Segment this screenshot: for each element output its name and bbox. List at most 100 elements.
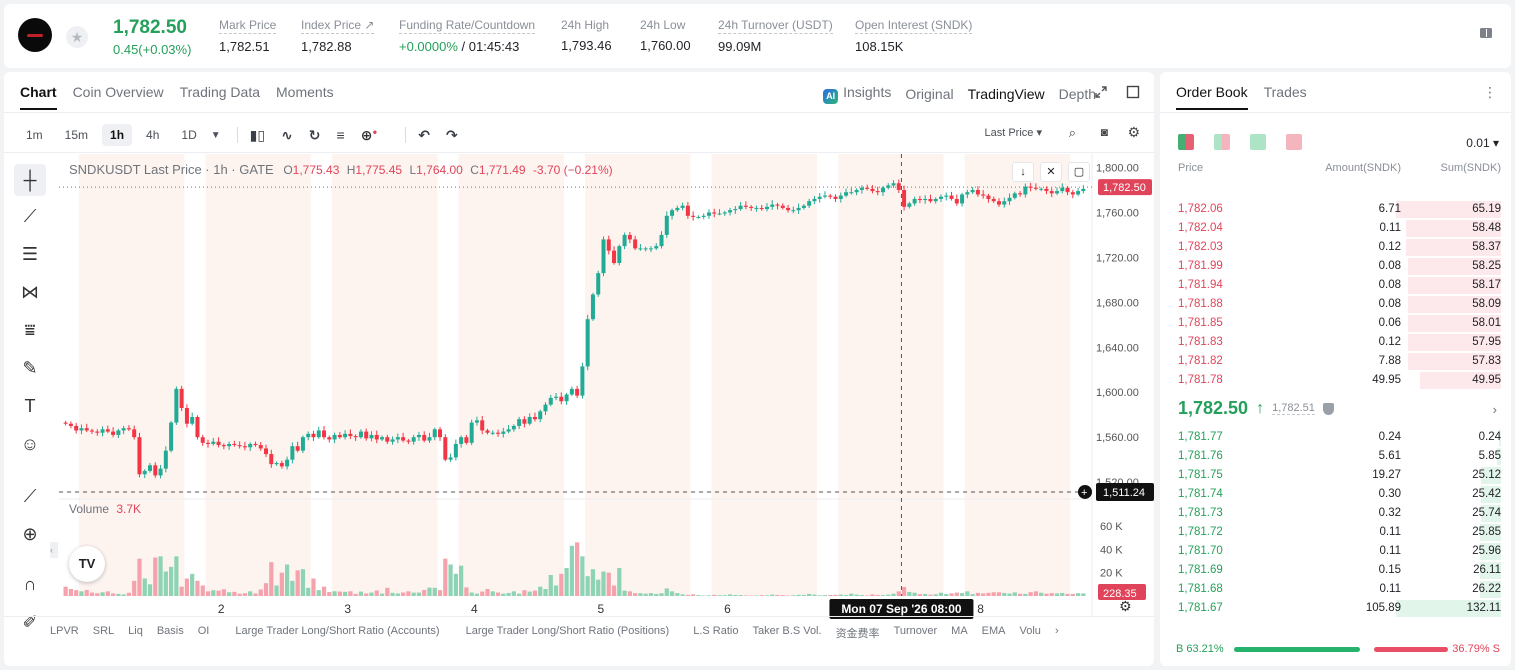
trend-line-icon[interactable]: ⟋ [23,205,37,226]
tab-tradingview[interactable]: TradingView [967,86,1045,102]
ask-row[interactable]: 1,781.78 49.95 49.95 [1160,371,1511,390]
bid-row[interactable]: 1,781.73 0.32 25.74 [1160,504,1511,523]
favorite-star-icon[interactable]: ★ [66,26,88,48]
horizontal-lines-icon[interactable]: ☰ [21,243,39,264]
tab-moments[interactable]: Moments [276,84,334,100]
price-type-select[interactable]: Last Price ▾ [984,127,1043,139]
interval-dropdown-icon[interactable]: ▼ [210,129,221,141]
interval-1d[interactable]: 1D [181,128,197,142]
ask-row[interactable]: 1,782.06 6.71 65.19 [1160,200,1511,219]
arrow-down-icon[interactable]: ↓ [1012,162,1034,182]
bid-row[interactable]: 1,781.68 0.11 26.22 [1160,580,1511,599]
view-bids-asks-icon[interactable] [1214,134,1230,150]
link-taker-bs-vol[interactable]: Taker B.S Vol. [752,625,822,637]
tab-depth[interactable]: Depth [1058,86,1096,102]
volume-bar [991,592,996,596]
undo-icon[interactable]: ↶ [418,126,431,143]
collapse-icon[interactable]: ✕ [1040,162,1062,182]
stat-index-price[interactable]: Index Price ↗ 1,782.88 [301,18,375,54]
view-both-icon[interactable] [1178,134,1194,150]
reset-icon[interactable]: ↻ [308,126,321,143]
tradingview-logo[interactable]: TV [69,546,105,582]
template-icon[interactable]: ≡ [336,127,345,143]
link-liq[interactable]: Liq [128,625,143,637]
more-options-icon[interactable]: ⋮ [1483,84,1497,100]
candlestick-chart[interactable]: 1,800.00 1,760.00 1,720.00 1,680.00 1,640.00… [59,154,1154,626]
redo-icon[interactable]: ↷ [446,126,458,143]
bid-row[interactable]: 1,781.76 5.61 5.85 [1160,447,1511,466]
axis-settings-icon[interactable]: ⚙ [1119,598,1132,614]
interval-15m[interactable]: 15m [64,128,89,142]
tab-insights[interactable]: AI Insights [823,84,891,104]
interval-1m[interactable]: 1m [26,128,43,142]
brush-icon[interactable]: ✎ [22,357,38,378]
bid-price: 1,781.77 [1178,431,1223,443]
tab-coin-overview[interactable]: Coin Overview [72,84,164,100]
link-basis[interactable]: Basis [156,625,184,637]
fib-icon[interactable]: ⩸ [24,319,36,340]
view-bids-icon[interactable] [1250,134,1266,150]
ask-row[interactable]: 1,782.03 0.12 58.37 [1160,238,1511,257]
tab-original[interactable]: Original [905,86,954,102]
candle-body [1076,191,1081,195]
volume-bar [1012,592,1017,596]
indicator-icon[interactable]: ∿ [281,126,293,143]
bid-row[interactable]: 1,781.72 0.11 25.85 [1160,523,1511,542]
ask-row[interactable]: 1,781.82 7.88 57.83 [1160,352,1511,371]
scroll-right-icon[interactable]: › [1054,625,1059,637]
tab-trades[interactable]: Trades [1263,84,1307,100]
book-icon[interactable] [1479,26,1497,44]
interval-4h[interactable]: 4h [146,128,160,142]
candle-body [179,388,184,408]
ask-row[interactable]: 1,782.04 0.11 58.48 [1160,219,1511,238]
link-large-trader-positions[interactable]: Large Trader Long/Short Ratio (Positions… [465,625,670,637]
crosshair-icon[interactable]: ┼ [14,164,46,196]
tab-trading-data[interactable]: Trading Data [179,84,261,100]
ask-row[interactable]: 1,781.85 0.06 58.01 [1160,314,1511,333]
bid-row[interactable]: 1,781.74 0.30 25.42 [1160,485,1511,504]
collapse-toolbar-icon[interactable]: ‹ [50,542,58,558]
interval-1h[interactable]: 1h [102,124,133,146]
add-alert-icon[interactable]: ⊕● [360,126,378,143]
expand-icon[interactable] [1094,85,1108,104]
camera-icon[interactable]: ◙ [1100,125,1108,139]
tick-size-select[interactable]: 0.01 ▾ [1466,136,1499,150]
ask-row[interactable]: 1,781.88 0.08 58.09 [1160,295,1511,314]
pencil-lock-icon[interactable]: ✐ [22,611,38,632]
bid-row[interactable]: 1,781.70 0.11 25.96 [1160,542,1511,561]
pattern-icon[interactable]: ⋈ [21,281,39,302]
view-asks-icon[interactable] [1286,134,1302,150]
link-volume[interactable]: Volu [1019,625,1041,637]
ask-row[interactable]: 1,781.99 0.08 58.25 [1160,257,1511,276]
bid-row[interactable]: 1,781.77 0.24 0.24 [1160,428,1511,447]
link-ma[interactable]: MA [951,625,968,637]
search-icon[interactable]: ⌕ [1068,125,1076,140]
candle-type-icon[interactable]: ▮▯ [249,126,266,143]
tab-order-book[interactable]: Order Book [1176,84,1248,110]
bid-row[interactable]: 1,781.69 0.15 26.11 [1160,561,1511,580]
bid-row[interactable]: 1,781.75 19.27 25.12 [1160,466,1511,485]
text-tool-icon[interactable]: T [24,395,36,416]
link-turnover[interactable]: Turnover [893,625,938,637]
fullscreen-icon[interactable]: ▢ [1068,162,1090,182]
link-lpvr[interactable]: LPVR [50,625,79,637]
link-large-trader-accounts[interactable]: Large Trader Long/Short Ratio (Accounts) [235,625,440,637]
link-funding-rate[interactable]: 资金费率 [835,628,880,640]
tab-chart[interactable]: Chart [20,84,57,110]
window-icon[interactable] [1126,85,1140,104]
link-srl[interactable]: SRL [92,625,115,637]
chevron-right-icon[interactable]: › [1492,402,1497,417]
emoji-icon[interactable]: ☺ [20,433,40,454]
settings-gear-icon[interactable]: ⚙ [1127,124,1140,140]
volume-bar [110,593,116,596]
link-ls-ratio[interactable]: L.S Ratio [693,625,739,637]
ask-row[interactable]: 1,781.94 0.08 58.17 [1160,276,1511,295]
zoom-in-icon[interactable]: ⊕ [22,523,38,544]
ruler-icon[interactable]: ⟋ [23,485,37,506]
magnet-icon[interactable]: ∩ [23,573,37,594]
ask-row[interactable]: 1,781.83 0.12 57.95 [1160,333,1511,352]
link-ema[interactable]: EMA [981,625,1006,637]
candle-body [432,429,437,438]
link-oi[interactable]: OI [197,625,210,637]
bid-row[interactable]: 1,781.67 105.89 132.11 [1160,599,1511,618]
